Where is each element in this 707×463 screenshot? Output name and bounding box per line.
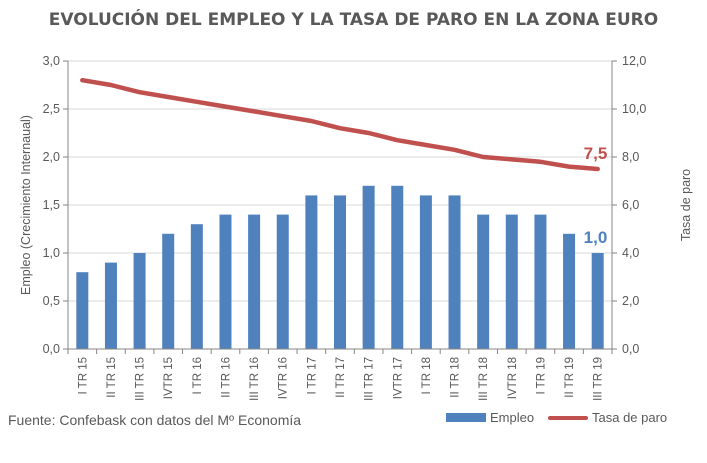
chart-title: EVOLUCIÓN DEL EMPLEO Y LA TASA DE PARO E… (48, 10, 659, 30)
bar (477, 214, 490, 349)
x-tick-label: III TR 17 (364, 357, 376, 401)
x-tick-label: IVTR 16 (278, 357, 290, 399)
bar (76, 272, 89, 349)
bar (133, 253, 146, 349)
x-tick-label: III TR 15 (135, 357, 147, 401)
bar (448, 195, 461, 349)
bar (334, 195, 346, 349)
bar (505, 214, 518, 349)
bar (563, 233, 576, 349)
y-tick-label: 2,5 (43, 102, 60, 116)
legend-swatch-bar (446, 413, 486, 422)
legend-item-tasa-paro: Tasa de paro (548, 410, 667, 425)
y2-tick-label: 12,0 (622, 54, 646, 68)
bar (276, 214, 289, 349)
source-note: Fuente: Confebask con datos del Mº Econo… (8, 412, 302, 428)
y-tick-label: 1,5 (43, 198, 60, 212)
y-axis-label: Empleo (Crecimiento Internaual) (19, 115, 33, 295)
y2-tick-label: 2,0 (622, 294, 639, 308)
bar (391, 185, 404, 349)
legend-label-tasa-paro: Tasa de paro (592, 410, 668, 425)
x-tick-label: I TR 16 (192, 357, 204, 395)
line-series-tasa-paro (80, 77, 600, 172)
legend-label-empleo: Empleo (490, 410, 535, 425)
bar (190, 224, 203, 349)
bar (419, 195, 432, 349)
x-tick-label: II TR 18 (450, 357, 462, 398)
x-tick-label: II TR 17 (335, 357, 347, 398)
bar (162, 233, 175, 349)
bar (219, 214, 232, 349)
x-tick-label: II TR 16 (220, 357, 232, 398)
y-tick-label: 3,0 (43, 54, 60, 68)
x-tick-label: I TR 17 (306, 357, 318, 395)
x-tick-label: IVTR 18 (507, 357, 519, 399)
x-tick-label: II TR 19 (564, 357, 576, 398)
data-label-tasa-paro: 7,5 (584, 144, 608, 163)
y2-tick-label: 4,0 (622, 246, 639, 260)
x-tick-label: I TR 15 (77, 357, 89, 395)
x-tick-label: IVTR 17 (392, 357, 404, 399)
bar (591, 253, 604, 349)
y2-tick-label: 6,0 (622, 198, 639, 212)
y-tick-label: 0,0 (43, 342, 60, 356)
y-tick-label: 2,0 (43, 150, 60, 164)
legend-item-empleo: Empleo (446, 410, 534, 425)
x-tick-label: III TR 18 (478, 357, 490, 401)
legend-swatch-line (548, 415, 588, 420)
y-tick-label: 0,5 (43, 294, 60, 308)
y2-tick-label: 0,0 (622, 342, 639, 356)
x-tick-label: II TR 15 (106, 357, 118, 398)
x-tick-label: III TR 16 (249, 357, 261, 401)
y-tick-label: 1,0 (43, 246, 60, 260)
bar (104, 262, 117, 349)
y2-axis-label: Tasa de paro (679, 169, 693, 241)
data-label-empleo: 1,0 (584, 228, 608, 247)
y2-tick-label: 10,0 (622, 102, 646, 116)
x-tick-label: III TR 19 (593, 357, 605, 401)
y2-tick-label: 8,0 (622, 150, 639, 164)
bar (534, 214, 547, 349)
x-tick-label: IVTR 15 (163, 357, 175, 399)
bar (362, 185, 375, 349)
x-tick-label: I TR 19 (535, 357, 547, 395)
bar (248, 214, 261, 349)
bar (305, 195, 318, 349)
x-tick-label: I TR 18 (421, 357, 433, 395)
